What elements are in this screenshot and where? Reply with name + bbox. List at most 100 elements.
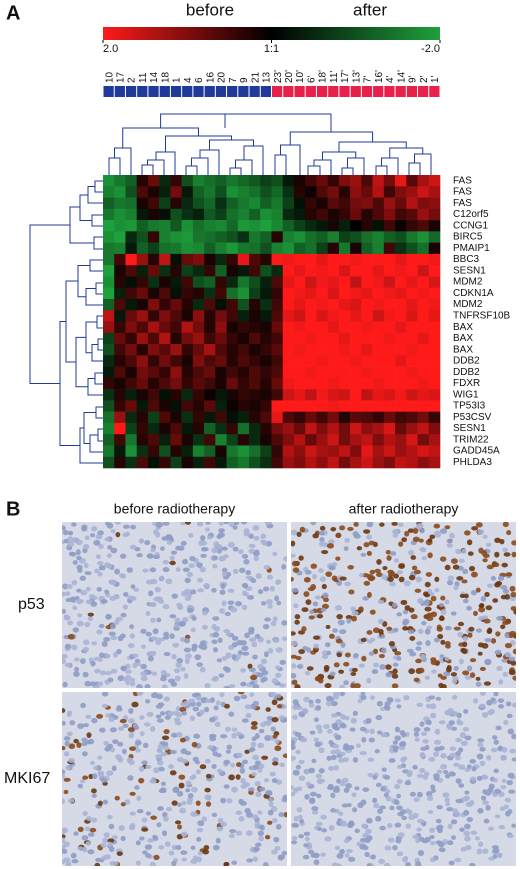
nucleus [313,859,320,866]
nucleus [424,581,431,588]
nucleus [430,857,436,863]
nucleus [357,802,364,809]
nucleus [361,736,367,743]
nucleus [409,791,416,797]
nucleus [433,751,440,757]
heatmap-cell [170,298,182,311]
nucleus [315,821,323,827]
group-cell [361,86,373,97]
heatmap-cell [114,422,126,435]
nucleus [339,525,346,531]
nucleus [391,522,398,526]
nucleus [136,553,143,558]
nucleus [89,760,95,766]
heatmap-cell [125,186,137,198]
column-label: 11 [138,72,149,83]
nucleus [235,810,243,816]
nucleus [346,618,352,624]
nucleus [160,546,165,551]
heatmap-cell [170,321,182,334]
nucleus [71,644,78,651]
nucleus [253,555,259,562]
heatmap-cell [192,377,205,390]
heatmap-cell [327,445,340,458]
heatmap-cell [327,377,340,390]
heatmap-cell [350,220,362,232]
nucleus [381,767,387,772]
heatmap-cell [249,287,261,300]
nucleus [83,562,89,568]
nucleus [496,615,504,621]
nucleus [221,567,228,573]
nucleus [147,838,155,843]
nucleus [400,757,406,763]
nucleus [308,703,315,708]
nucleus [88,773,94,780]
nucleus [185,653,192,659]
nucleus [194,654,202,661]
nucleus [328,539,335,545]
heatmap-cell [428,456,441,469]
nucleus [303,831,311,836]
nucleus [240,667,247,673]
heatmap-cell [383,287,396,300]
nucleus [129,811,136,816]
heatmap-cell [159,321,171,334]
nucleus [477,651,483,656]
nucleus [484,660,492,666]
nucleus [355,743,361,748]
heatmap-cell [136,456,149,469]
nucleus [328,765,335,771]
nucleus [510,660,516,666]
nucleus [475,681,482,687]
heatmap-cell [350,186,362,198]
heatmap-cell [305,298,317,311]
nucleus [425,572,433,577]
heatmap-cell [170,355,182,367]
nucleus [462,727,470,732]
nucleus [162,745,170,751]
heatmap-cell [316,265,328,277]
nucleus [96,586,102,592]
nucleus [100,670,106,676]
nucleus [494,537,501,544]
nucleus [62,834,66,839]
nucleus [462,636,469,641]
heatmap-cell [361,220,373,232]
heatmap-cell [316,445,328,458]
nucleus [405,823,411,829]
heatmap-cell [260,265,272,277]
heatmap-cell [406,208,418,221]
nucleus [417,628,424,635]
nucleus [310,563,318,569]
nucleus [506,779,514,786]
nucleus [236,762,242,768]
nucleus [507,772,515,779]
nucleus [185,788,191,793]
heatmap-cell [350,310,362,322]
nucleus [327,728,333,734]
heatmap-cell [305,186,317,198]
heatmap-cell [136,400,149,412]
heatmap-cell [338,422,351,435]
nucleus [415,576,422,583]
heatmap-cell [395,310,407,322]
nucleus [339,751,346,756]
nucleus [201,816,208,822]
nucleus [482,558,488,563]
nucleus [209,697,215,703]
nucleus [468,626,475,632]
heatmap-cell [372,434,385,446]
heatmap-cell [226,445,239,458]
heatmap-cell [395,355,407,367]
heatmap-cell [125,276,137,288]
nucleus [380,732,388,738]
nucleus [67,710,73,715]
heatmap-cell [103,298,115,311]
nucleus [265,789,273,796]
nucleus [109,579,116,585]
heatmap-cell [192,298,205,311]
heatmap-cell [338,220,351,232]
heatmap-cell [114,332,126,345]
nucleus [138,777,145,784]
